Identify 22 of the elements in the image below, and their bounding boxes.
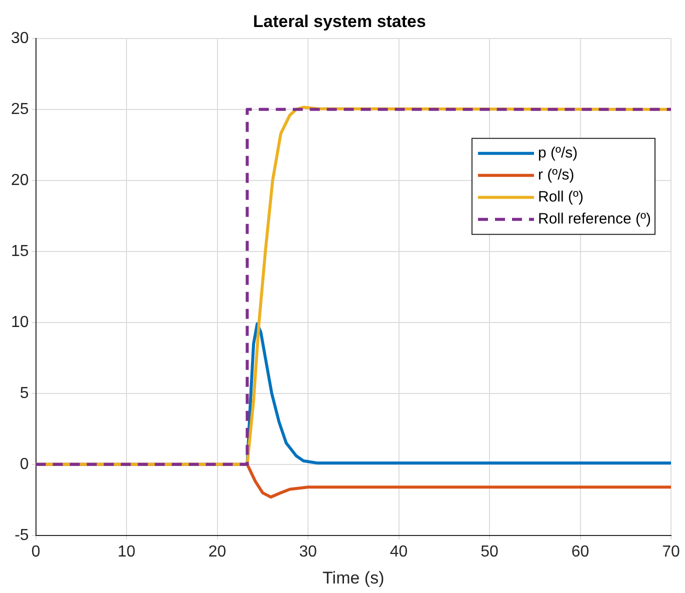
- legend-label: Roll (º): [538, 188, 584, 206]
- x-tick-label: 0: [31, 543, 40, 560]
- y-tick-label: 25: [11, 100, 29, 118]
- y-tick-label: 20: [11, 172, 29, 189]
- x-tick-label: 70: [662, 543, 680, 560]
- legend-label: p (º/s): [538, 144, 578, 162]
- y-tick-label: -5: [14, 526, 29, 544]
- y-tick-label: 15: [11, 242, 29, 260]
- legend-label: Roll reference (º): [538, 210, 652, 228]
- y-tick-label: 30: [11, 30, 29, 47]
- y-tick-label: 5: [20, 384, 29, 402]
- y-tick-label: 0: [20, 456, 29, 473]
- x-tick-label: 60: [571, 543, 590, 560]
- legend-label: r (º/s): [538, 166, 574, 184]
- x-tick-label: 10: [118, 543, 136, 560]
- x-tick-label: 50: [480, 543, 499, 560]
- x-tick-label: 40: [390, 543, 408, 560]
- x-tick-label: 20: [208, 543, 226, 560]
- chart-title: Lateral system states: [253, 12, 426, 31]
- y-tick-label: 10: [11, 314, 29, 331]
- x-axis-title: Time (s): [322, 568, 384, 588]
- x-tick-label: 30: [299, 543, 318, 560]
